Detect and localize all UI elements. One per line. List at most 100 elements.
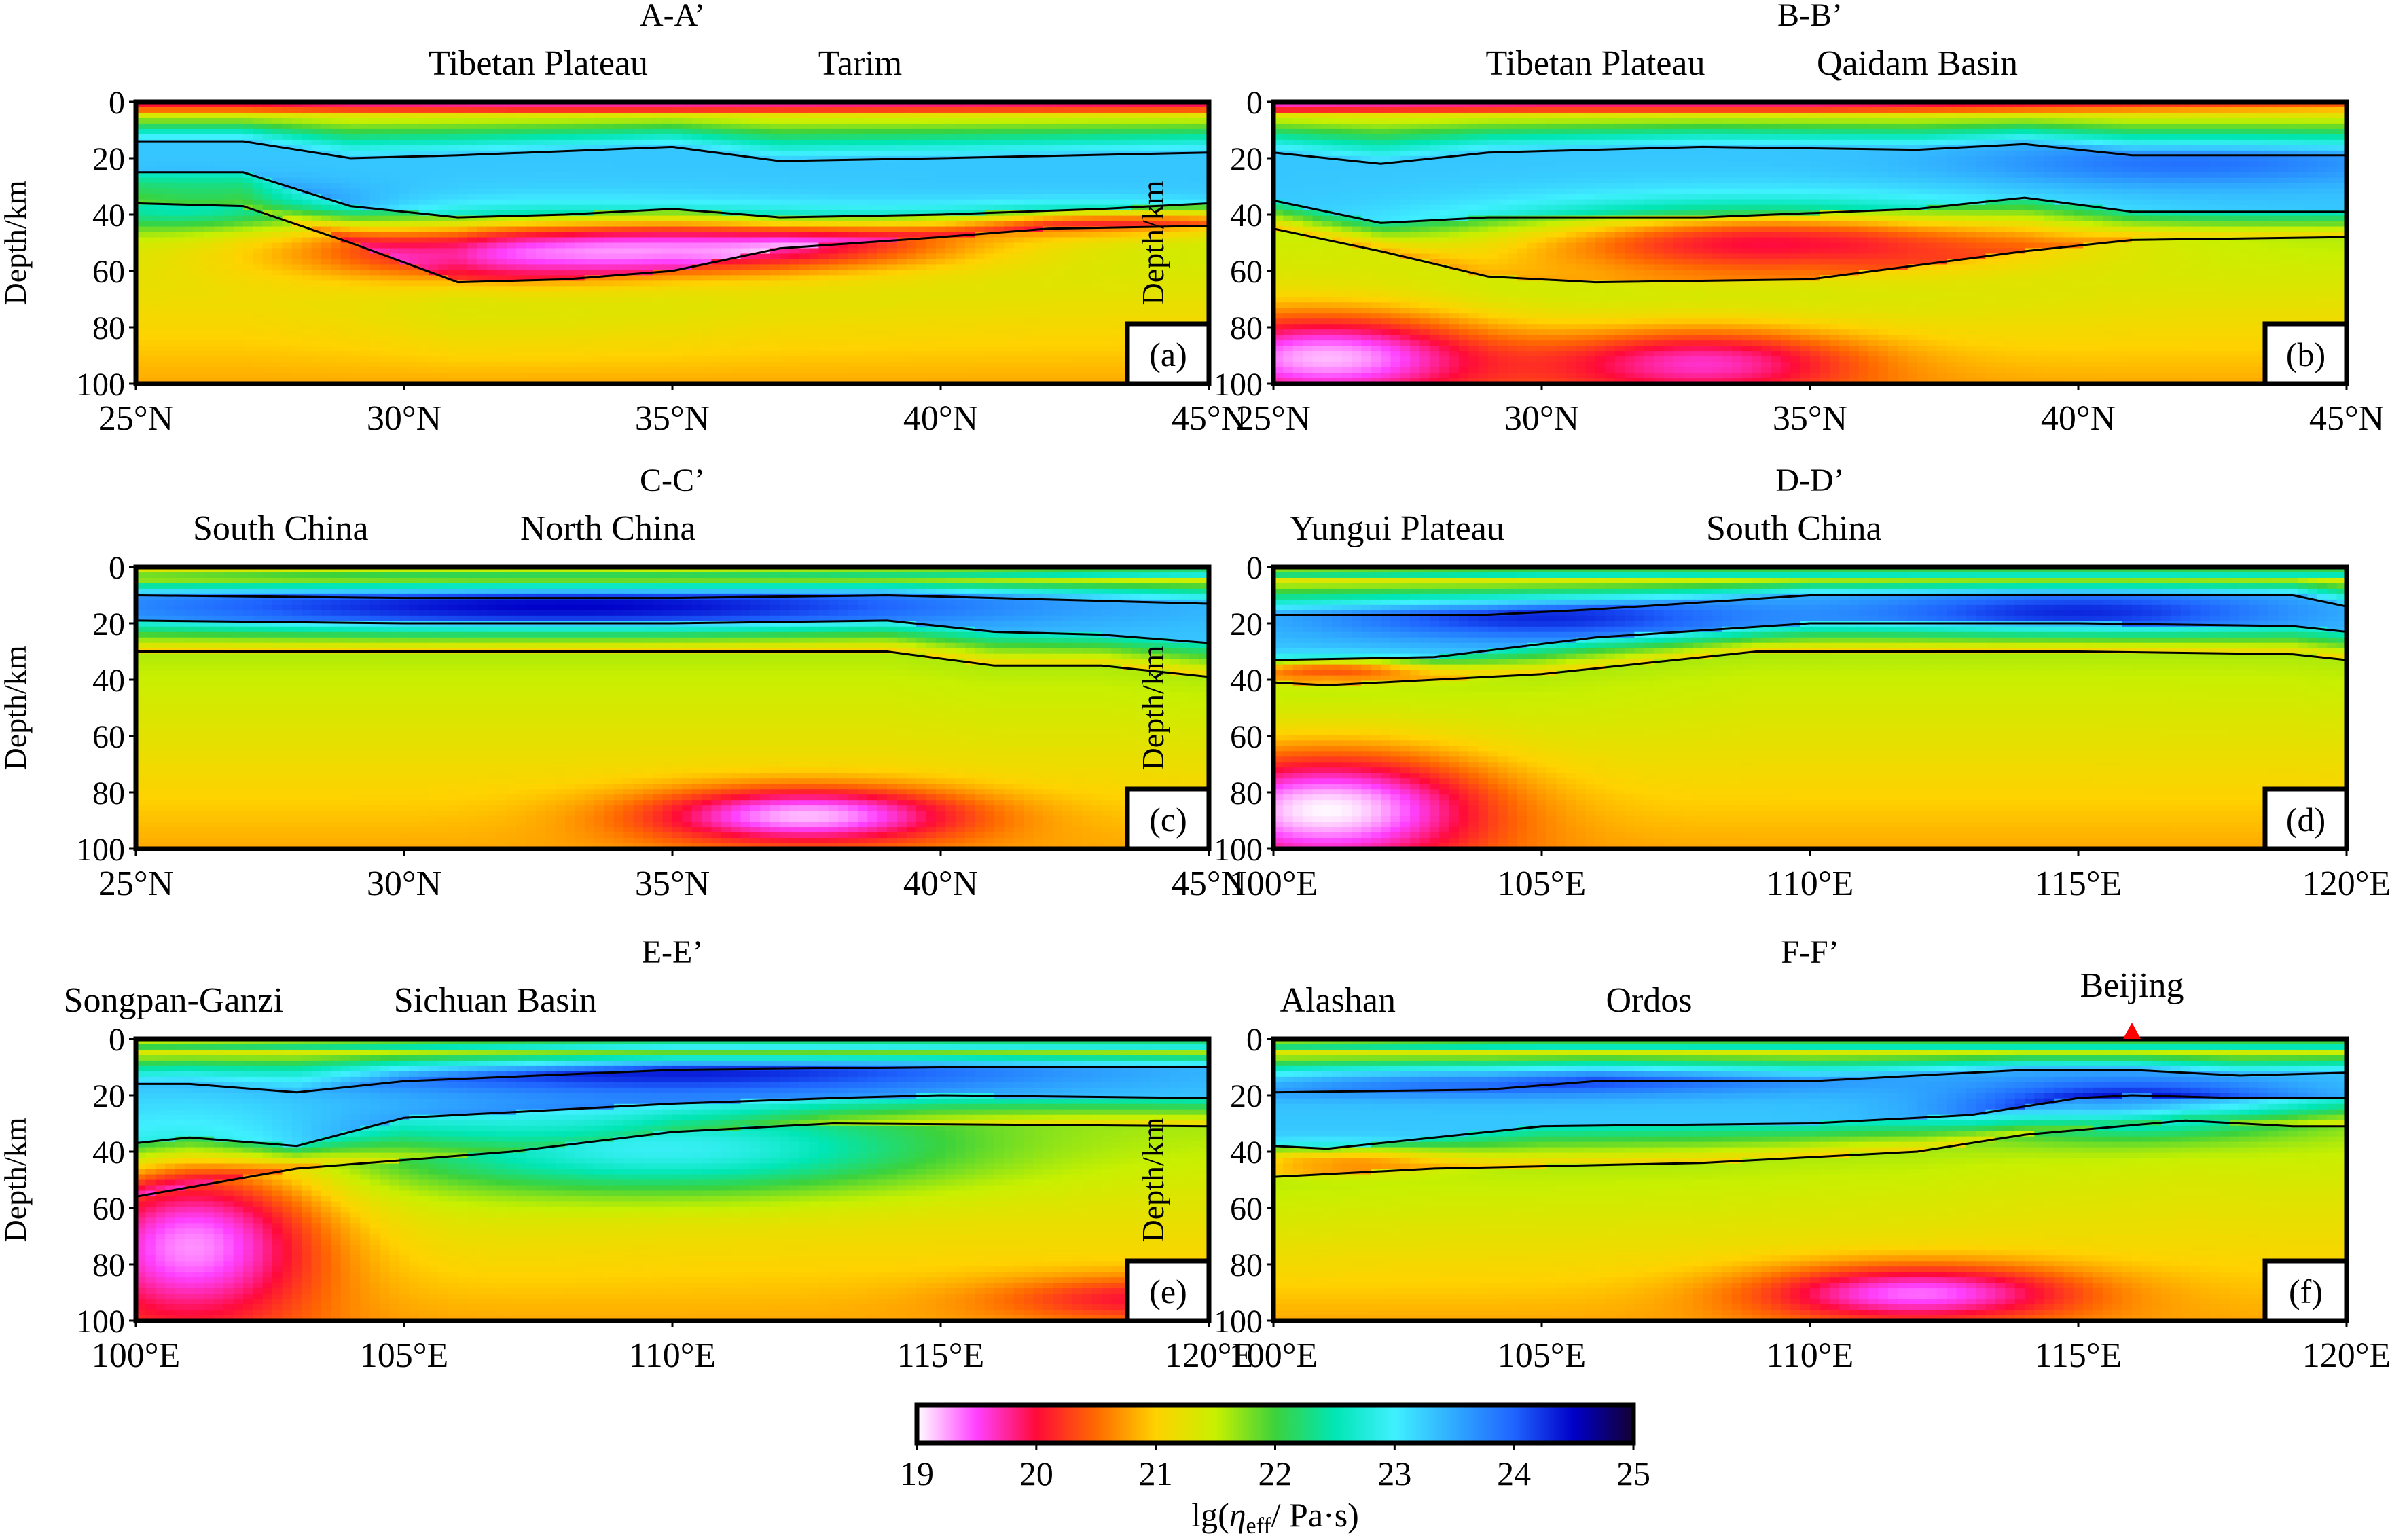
heatmap-cell (535, 335, 547, 341)
heatmap-cell (496, 107, 507, 113)
heatmap-cell (672, 248, 683, 255)
heatmap-cell (409, 166, 420, 173)
heatmap-cell (360, 302, 371, 309)
heatmap-cell (613, 204, 624, 211)
heatmap-cell (887, 210, 898, 217)
heatmap-cell (458, 340, 469, 346)
heatmap-cell (1033, 302, 1044, 309)
heatmap-cell (448, 324, 458, 330)
heatmap-cell (584, 145, 595, 151)
heatmap-cell (1160, 215, 1171, 222)
heatmap-cell (467, 150, 478, 157)
heatmap-cell (291, 199, 302, 206)
heatmap-cell (945, 134, 956, 141)
heatmap-cell (994, 286, 1005, 293)
heatmap-cell (1004, 199, 1015, 206)
heatmap-cell (955, 102, 966, 108)
heatmap-cell (682, 335, 693, 341)
heatmap-cell (516, 340, 527, 346)
heatmap-cell (506, 340, 517, 346)
heatmap-cell (175, 172, 185, 179)
heatmap-cell (243, 128, 254, 135)
heatmap-cell (1111, 215, 1122, 222)
heatmap-cell (964, 302, 976, 309)
heatmap-cell (1170, 117, 1180, 124)
heatmap-cell (789, 291, 800, 298)
heatmap-cell (623, 172, 634, 179)
heatmap-cell (1121, 221, 1132, 227)
heatmap-cell (145, 264, 156, 271)
heatmap-cell (1033, 210, 1044, 217)
heatmap-cell (994, 155, 1005, 162)
heatmap-cell (389, 199, 400, 206)
heatmap-cell (526, 117, 537, 124)
heatmap-cell (1004, 183, 1015, 189)
heatmap-cell (223, 324, 234, 330)
heatmap-cell (1111, 221, 1122, 227)
heatmap-cell (555, 318, 566, 325)
heatmap-cell (740, 161, 751, 168)
heatmap-cell (780, 102, 791, 108)
heatmap-cell (867, 183, 878, 189)
heatmap-cell (213, 280, 225, 287)
heatmap-cell (1150, 259, 1161, 265)
heatmap-cell (243, 155, 254, 162)
heatmap-cell (828, 150, 839, 157)
heatmap-cell (175, 221, 185, 227)
heatmap-cell (721, 302, 731, 309)
heatmap-cell (623, 188, 634, 195)
heatmap-cell (360, 177, 371, 184)
heatmap-cell (643, 297, 654, 304)
heatmap-cell (311, 259, 322, 265)
heatmap-cell (1053, 139, 1064, 146)
heatmap-cell (243, 264, 254, 271)
heatmap-cell (994, 123, 1005, 130)
heatmap-cell (477, 248, 488, 255)
heatmap-cell (1082, 318, 1093, 325)
heatmap-cell (818, 232, 829, 238)
heatmap-cell (916, 242, 927, 249)
heatmap-cell (223, 172, 234, 179)
heatmap-cell (1053, 313, 1064, 320)
heatmap-cell (1062, 177, 1073, 184)
heatmap-cell (526, 232, 537, 238)
heatmap-cell (711, 166, 722, 173)
heatmap-cell (272, 291, 283, 298)
heatmap-cell (780, 128, 791, 135)
heatmap-cell (555, 166, 566, 173)
heatmap-cell (409, 172, 420, 179)
heatmap-cell (1199, 259, 1209, 265)
heatmap-cell (1062, 102, 1073, 108)
heatmap-cell (594, 318, 605, 325)
heatmap-cell (1091, 117, 1102, 124)
heatmap-cell (155, 297, 166, 304)
heatmap-cell (1121, 194, 1132, 200)
heatmap-cell (418, 199, 429, 206)
heatmap-cell (887, 340, 898, 346)
heatmap-cell (604, 308, 615, 314)
heatmap-cell (380, 280, 391, 287)
heatmap-cell (155, 161, 166, 168)
heatmap-cell (994, 204, 1005, 211)
heatmap-cell (448, 172, 458, 179)
heatmap-cell (702, 313, 712, 320)
heatmap-cell (662, 340, 673, 346)
heatmap-cell (350, 248, 361, 255)
heatmap-cell (165, 221, 176, 227)
heatmap-cell (702, 302, 712, 309)
heatmap-cell (575, 155, 585, 162)
heatmap-cell (984, 253, 995, 260)
heatmap-cell (487, 297, 498, 304)
heatmap-cell (887, 172, 898, 179)
heatmap-cell (194, 215, 205, 222)
heatmap-cell (1111, 199, 1122, 206)
heatmap-cell (145, 248, 156, 255)
heatmap-cell (1111, 161, 1122, 168)
heatmap-cell (799, 166, 810, 173)
heatmap-cell (340, 117, 351, 124)
heatmap-cell (906, 302, 917, 309)
heatmap-cell (906, 128, 917, 135)
heatmap-cell (516, 102, 527, 108)
heatmap-cell (916, 123, 927, 130)
heatmap-cell (662, 188, 673, 195)
